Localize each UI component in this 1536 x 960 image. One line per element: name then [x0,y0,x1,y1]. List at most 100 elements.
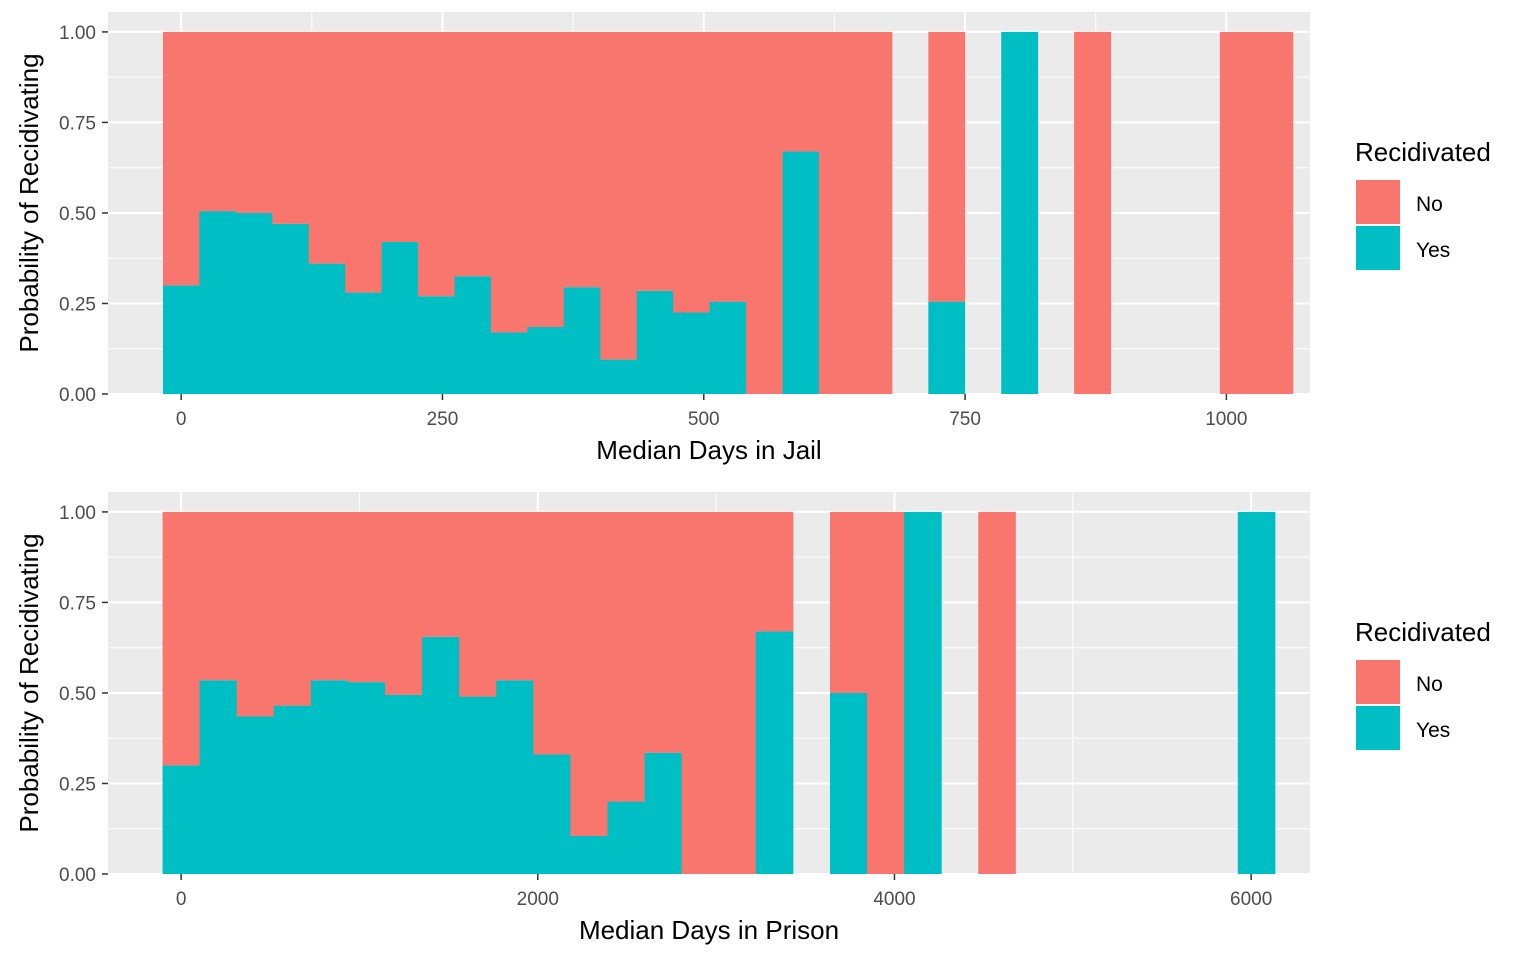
bar-no [418,31,456,297]
y-tick-label: 0.00 [59,865,96,886]
bar-no [496,511,534,681]
y-tick-label: 0.00 [59,385,96,406]
bar-no [709,31,747,302]
bar-yes [607,801,646,874]
bar-no [755,511,794,632]
bar-no [782,31,820,152]
bar-yes [533,754,571,874]
bar-yes [272,223,310,394]
bar-no [818,31,856,394]
bar-yes [162,285,200,394]
bar-no [644,511,683,753]
bar-no [533,511,571,755]
x-tick-label: 0 [176,889,187,910]
bar-yes [829,692,868,874]
bar-yes [385,694,423,874]
bar-yes [570,835,608,874]
bar-no [746,31,784,394]
bar-yes [496,680,534,874]
legend-key-no [1356,660,1400,704]
bar-no [607,511,646,802]
bar-no [381,31,419,242]
legend-key-no [1356,180,1400,224]
bar-no [308,31,346,264]
bar-no [600,31,638,360]
bar-no [459,511,497,697]
x-axis: 0 250 500 750 1000 [176,394,1248,430]
bar-no [855,31,893,394]
bar-yes [418,296,456,394]
y-axis-title: Probability of Recidivating [14,53,44,352]
bars [162,511,1276,874]
bar-no [345,31,383,293]
bar-no [829,511,868,693]
y-axis: 0.00 0.25 0.50 0.75 1.00 [59,503,108,886]
bar-yes [673,312,711,394]
bar-no [1219,31,1294,394]
bar-yes [1237,511,1276,874]
legend-label-yes: Yes [1416,719,1450,742]
bar-no [928,31,966,302]
legend-label-no: No [1416,193,1443,216]
bar-yes [308,263,346,394]
bar-no [636,31,674,291]
bar-yes [235,212,273,394]
bar-no [718,511,757,874]
y-axis-title: Probability of Recidivating [14,533,44,832]
bar-no [681,511,720,874]
bar-no [867,511,905,874]
y-tick-label: 0.75 [59,593,96,614]
bar-no [527,31,565,328]
x-tick-label: 750 [949,409,981,430]
bar-no [422,511,460,637]
legend-key-yes [1356,226,1400,270]
x-tick-label: 250 [427,409,459,430]
bar-yes [490,332,528,394]
bar-no [273,511,312,706]
bar-yes [345,292,383,394]
bar-no [385,511,423,695]
bar-yes [1001,31,1039,394]
bar-no [235,31,273,213]
legend: Recidivated No Yes [1355,137,1491,270]
bar-no [199,511,238,681]
bar-no [347,511,386,683]
legend-title: Recidivated [1355,137,1491,167]
bars [162,31,1294,394]
y-tick-label: 1.00 [59,503,96,524]
legend: Recidivated No Yes [1355,617,1491,750]
bar-no [1074,31,1112,394]
legend-label-yes: Yes [1416,239,1450,262]
bar-yes [459,696,497,874]
bar-yes [273,705,312,874]
legend-label-no: No [1416,673,1443,696]
bar-yes [782,151,820,394]
bar-yes [709,301,747,394]
bar-yes [454,276,492,394]
bar-no [454,31,492,277]
bar-yes [236,716,275,874]
bar-yes [563,287,601,394]
bar-yes [162,765,201,874]
x-axis: 0 2000 4000 6000 [176,874,1272,910]
bar-yes [381,241,419,394]
y-tick-label: 0.50 [59,204,96,225]
bar-no [673,31,711,313]
bar-yes [347,682,386,874]
y-tick-label: 0.25 [59,294,96,315]
y-tick-label: 0.50 [59,684,96,705]
x-tick-label: 6000 [1230,889,1272,910]
bar-no [563,31,601,288]
x-tick-label: 500 [688,409,720,430]
legend-key-yes [1356,706,1400,750]
bar-no [570,511,608,836]
y-axis: 0.00 0.25 0.50 0.75 1.00 [59,23,108,406]
bar-yes [600,359,638,394]
prison-chart: 0.00 0.25 0.50 0.75 1.00 0 2000 4000 6000 Media… [14,492,1491,945]
bar-no [162,511,201,766]
x-tick-label: 1000 [1205,409,1247,430]
x-tick-label: 0 [176,409,187,430]
bar-no [162,31,200,286]
bar-yes [199,680,238,874]
